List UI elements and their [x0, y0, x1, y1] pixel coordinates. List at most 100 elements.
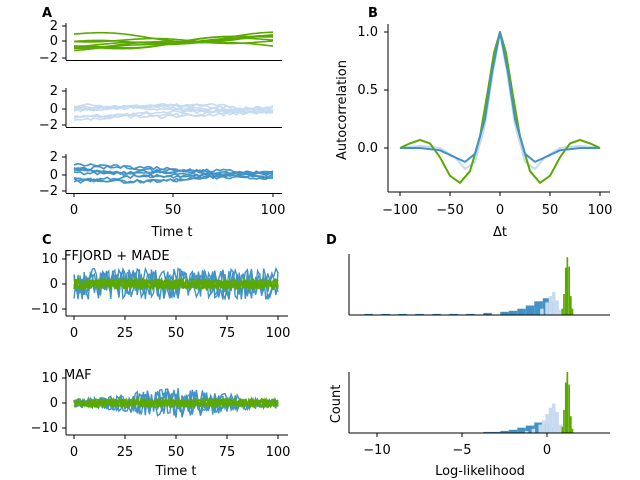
- panel-d-bar-blue: [483, 431, 492, 433]
- panel-d-bar-light_blue: [531, 428, 536, 433]
- panel-a-x-tick-label: 0: [70, 203, 78, 218]
- panel-c-y-tick-label: 10: [41, 252, 58, 267]
- panel-b-y-tick-label: 0.0: [357, 141, 378, 156]
- panel-c-x-tick-label: 0: [70, 445, 78, 460]
- panel-a-y-tick-label: 2: [50, 150, 58, 165]
- panel-d-bar-light_blue: [552, 403, 556, 433]
- panel-a-series-line: [73, 107, 274, 120]
- panel-d-bar-green: [561, 308, 564, 315]
- panel-b-y-tick-label: 0.5: [357, 83, 378, 98]
- panel-a-y-tick-label: −2: [39, 51, 58, 66]
- panel-d-bar-green: [566, 257, 569, 315]
- panel-d-bar-green: [571, 428, 574, 433]
- panel-d-bar-blue: [483, 312, 492, 315]
- panel-d-bar-green: [563, 409, 565, 433]
- panel-d-bar-light_blue: [545, 302, 549, 315]
- panel-label-b: B: [368, 6, 378, 21]
- panel-a-x-tick-label: 100: [261, 203, 286, 218]
- panel-d-bar-green: [571, 308, 574, 315]
- panel-d-bar-blue: [525, 425, 535, 433]
- panel-d-bar-light_blue: [540, 308, 544, 315]
- panel-a-y-tick-label: 0: [50, 102, 58, 117]
- panel-d-bar-blue: [364, 313, 373, 315]
- panel-c-green-line: [73, 396, 279, 410]
- panel-c-green-line: [73, 276, 279, 292]
- panel-d-ylabel: Count: [329, 385, 344, 424]
- panel-d-bar-blue: [500, 311, 509, 315]
- panel-a-xlabel: Time t: [150, 225, 192, 240]
- panel-b-x-tick-label: −50: [436, 203, 463, 218]
- panel-d-bar-green: [570, 296, 572, 315]
- panel-d-bar-light_blue: [538, 424, 542, 433]
- panel-c-xlabel: Time t: [154, 464, 196, 479]
- panel-d-bar-blue: [517, 308, 526, 315]
- panel-b-y-tick-label: 1.0: [357, 25, 378, 40]
- panel-d-bar-light_blue: [548, 407, 553, 433]
- panel-d-bar-blue: [449, 313, 458, 315]
- panel-d-bar-blue: [466, 313, 475, 315]
- panel-d-bar-green: [563, 294, 565, 315]
- panel-a-y-tick-label: 2: [50, 84, 58, 99]
- panel-c-x-tick-label: 25: [117, 326, 134, 341]
- panel-a-x-tick-label: 50: [165, 203, 182, 218]
- panel-b-x-tick-label: 100: [588, 203, 613, 218]
- panel-d-bar-light_blue: [555, 412, 559, 433]
- panel-d-bar-blue: [500, 430, 509, 433]
- panel-a-series-line: [73, 164, 273, 180]
- panel-d-bar-green: [561, 426, 564, 433]
- panel-c-x-tick-label: 0: [70, 326, 78, 341]
- panel-label-d: D: [326, 233, 337, 248]
- panel-d-bar-light_blue: [555, 300, 559, 315]
- panel-d-bar-blue: [508, 310, 518, 315]
- panel-d-x-tick-label: −10: [363, 443, 390, 458]
- panel-c-x-tick-label: 100: [266, 445, 291, 460]
- panel-d-bar-light_blue: [552, 291, 556, 315]
- panel-c-y-tick-label: 0: [50, 396, 58, 411]
- panel-c-x-tick-label: 75: [219, 326, 236, 341]
- panel-b-series-1: [399, 31, 601, 184]
- panel-d-x-tick-label: 0: [543, 443, 551, 458]
- panel-b-x-tick-label: 50: [542, 203, 559, 218]
- panel-d-bar-light_blue: [558, 424, 563, 433]
- panel-a-series-line: [74, 34, 274, 50]
- panel-c-green-line: [73, 396, 279, 410]
- panel-c-x-tick-label: 75: [219, 445, 236, 460]
- panel-b-x-tick-label: 0: [496, 203, 504, 218]
- panel-d-bar-blue: [415, 313, 424, 315]
- panel-d-bar-blue: [432, 313, 441, 315]
- panel-a-series-line: [73, 171, 274, 184]
- panel-a: 20−220−220−20 50 100: [39, 19, 286, 218]
- panel-d-bar-blue: [381, 313, 390, 315]
- panel-d-x-tick-label: −5: [452, 443, 471, 458]
- panel-d-xlabel: Log-likelihood: [435, 464, 525, 479]
- panel-c-x-tick-label: 50: [168, 445, 185, 460]
- panel-c-x-tick-label: 100: [266, 326, 291, 341]
- panel-d-bar-blue: [534, 301, 543, 315]
- panel-d-bar-blue: [525, 305, 535, 315]
- panel-d-bar-blue: [491, 431, 501, 433]
- panel-d-bar-green: [564, 267, 567, 315]
- panel-b-ylabel: Autocorrelation: [335, 60, 350, 160]
- panel-c-x-tick-label: 25: [117, 445, 134, 460]
- panel-a-y-tick-label: −2: [39, 118, 58, 133]
- panel-c-x-tick-label: 50: [168, 326, 185, 341]
- panel-d-bar-green: [566, 372, 569, 433]
- panel-c-y-tick-label: −10: [31, 421, 58, 436]
- panel-a-y-tick-label: 0: [50, 168, 58, 183]
- panel-d-bar-green: [568, 266, 570, 315]
- panel-a-series-line: [73, 104, 274, 120]
- panel-a-y-tick-label: −2: [39, 184, 58, 199]
- panel-label-a: A: [42, 6, 52, 21]
- panel-d-bar-light_blue: [548, 296, 553, 315]
- panel-b-series-2: [400, 31, 600, 163]
- panel-d-bar-green: [570, 416, 572, 433]
- panel-d-bar-light_blue: [558, 309, 563, 315]
- panel-c-y-tick-label: 0: [50, 277, 58, 292]
- panel-d-bar-light_blue: [541, 420, 546, 433]
- panel-d-bar-light_blue: [545, 414, 549, 433]
- panel-d-bar-blue: [508, 429, 518, 433]
- panel-a-y-tick-label: 2: [50, 19, 58, 34]
- panel-d-bar-blue: [398, 313, 407, 315]
